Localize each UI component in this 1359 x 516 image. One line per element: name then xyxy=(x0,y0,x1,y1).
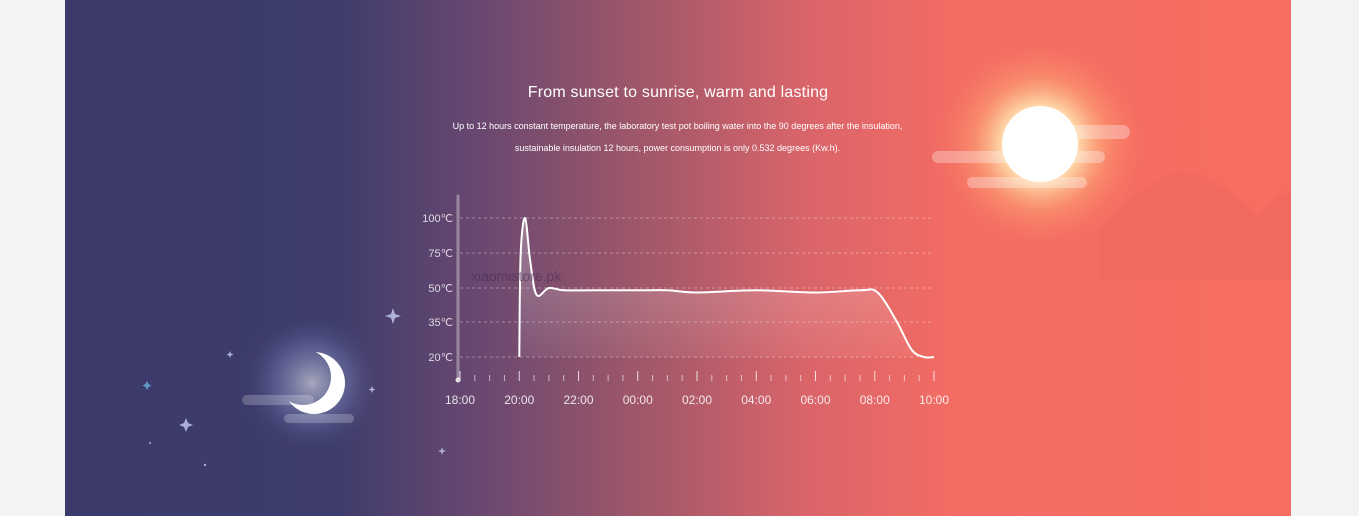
x-tick-label: 22:00 xyxy=(563,393,593,407)
x-tick-label: 04:00 xyxy=(741,393,771,407)
page-title: From sunset to sunrise, warm and lasting xyxy=(527,84,829,101)
subtitle-line-1: Up to 12 hours constant temperature, the… xyxy=(452,121,903,131)
subtitle-line-2: sustainable insulation 12 hours, power c… xyxy=(514,143,841,153)
star-icon xyxy=(142,308,446,467)
y-tick-label: 35℃ xyxy=(428,317,453,329)
y-tick-label: 75℃ xyxy=(428,248,453,260)
axis-origin-dot xyxy=(455,377,461,383)
watermark: xiaomistore.pk xyxy=(471,268,562,284)
scene-decoration xyxy=(142,34,1291,467)
x-tick-label: 06:00 xyxy=(800,393,830,407)
temperature-line xyxy=(518,216,935,359)
x-tick-label: 20:00 xyxy=(504,393,534,407)
sun-icon xyxy=(1002,106,1078,182)
y-tick-label: 20℃ xyxy=(428,352,453,364)
page-subtitle: Up to 12 hours constant temperature, the… xyxy=(405,115,950,159)
moon-icon xyxy=(283,352,345,414)
x-tick-label: 18:00 xyxy=(445,393,475,407)
cloud-icon xyxy=(242,395,354,423)
insulation-banner: From sunset to sunrise, warm and lasting… xyxy=(65,0,1291,516)
y-tick-label: 100℃ xyxy=(422,213,453,225)
temperature-area xyxy=(519,217,934,358)
cloud-icon xyxy=(932,125,1130,188)
x-tick-label: 00:00 xyxy=(623,393,653,407)
x-tick-label: 10:00 xyxy=(919,393,949,407)
mountain-icon xyxy=(1100,171,1291,280)
temperature-chart: 100℃ 75℃ 50℃ 35℃ 20℃ 18:00 20:00 22:00 00:00 02:0… xyxy=(422,194,949,407)
x-tick-label: 08:00 xyxy=(860,393,890,407)
x-tick-label: 02:00 xyxy=(682,393,712,407)
y-tick-label: 50℃ xyxy=(428,283,453,295)
